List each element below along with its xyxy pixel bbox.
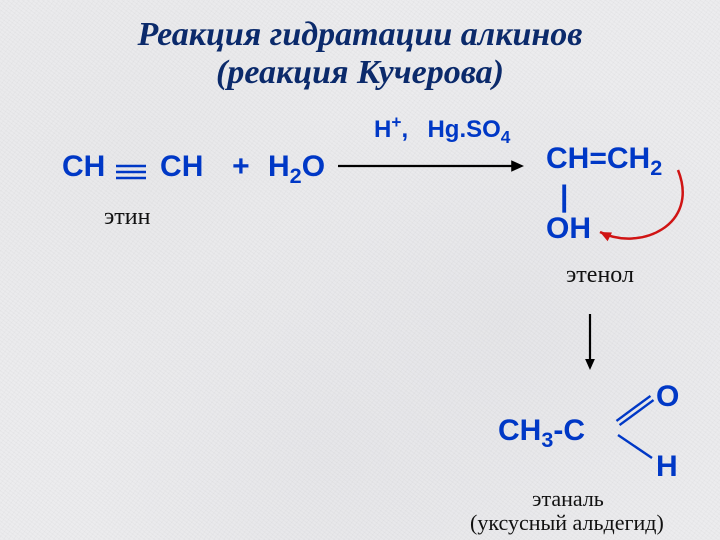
ethanal-c: C <box>563 414 585 447</box>
catalyst-comma: , <box>401 116 408 143</box>
etenol-eq: = <box>589 142 607 175</box>
formula-ethanal-o: O <box>656 380 679 414</box>
etenol-ch2: CH <box>607 142 650 175</box>
formula-water: H2O <box>268 150 325 184</box>
catalyst-hgso: Hg.SO <box>427 116 500 143</box>
catalyst-label: H+, Hg.SO4 <box>374 116 510 144</box>
water-h: H <box>268 150 290 183</box>
label-ethanal-line2: (уксусный альдегид) <box>470 510 664 536</box>
formula-ethanal-h: H <box>656 450 678 484</box>
formula-etenol-top: CH=CH2 <box>546 142 662 176</box>
ethyne-ch-left: CH <box>62 150 105 183</box>
catalyst-h: H <box>374 116 391 143</box>
ethyne-ch-right: CH <box>160 150 203 183</box>
catalyst-plus: + <box>391 112 401 132</box>
ethanal-ch3: CH <box>498 414 541 447</box>
etenol-ch: CH <box>546 142 589 175</box>
page-title-line1: Реакция гидратации алкинов <box>0 16 720 54</box>
label-etenol: этенол <box>566 262 634 289</box>
label-ethyne: этин <box>104 204 150 231</box>
ethanal-dash: - <box>553 414 563 447</box>
catalyst-sub4: 4 <box>501 127 511 147</box>
water-sub2: 2 <box>290 163 302 188</box>
page-title-line2: (реакция Кучерова) <box>0 54 720 92</box>
etenol-sub2: 2 <box>650 155 662 180</box>
label-ethanal-line1: этаналь <box>532 486 604 512</box>
formula-etenol-oh: OH <box>546 212 591 246</box>
formula-ethanal-ch3c: CH3-C <box>498 414 585 448</box>
formula-etenol-bond: | <box>560 180 568 214</box>
water-o: O <box>302 150 325 183</box>
ethanal-sub3: 3 <box>541 427 553 452</box>
plus-sign: + <box>232 150 250 183</box>
formula-ethyne: CH CH + <box>62 150 250 184</box>
